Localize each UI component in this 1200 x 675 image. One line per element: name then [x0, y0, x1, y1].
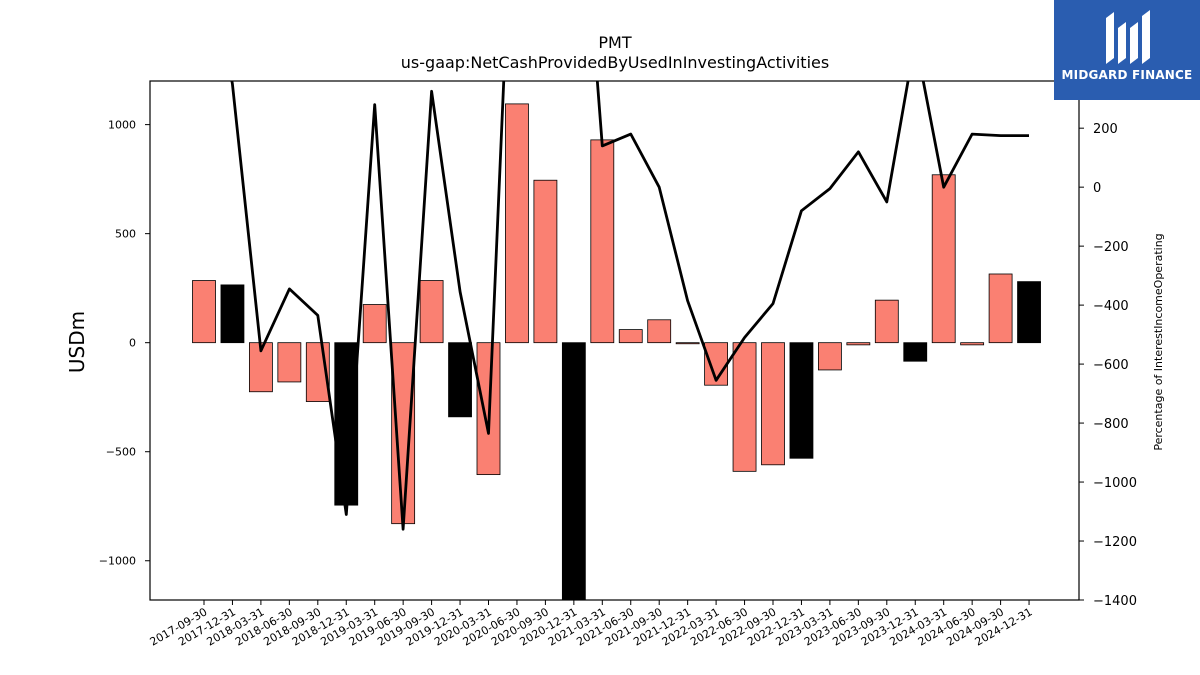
y2-tick-label: −600 — [1093, 358, 1129, 373]
bar — [874, 299, 899, 344]
bar — [334, 342, 359, 506]
y2-tick-label: −1400 — [1093, 594, 1137, 609]
bar — [732, 342, 757, 472]
bar — [618, 329, 643, 344]
bar — [561, 342, 586, 600]
bar — [903, 342, 928, 362]
bar — [590, 139, 615, 344]
y2-tick-label: 200 — [1093, 122, 1118, 137]
y-tick-label: 500 — [115, 228, 136, 241]
bar — [1017, 281, 1041, 344]
y2-tick-label: −200 — [1093, 240, 1129, 255]
bar — [220, 284, 245, 344]
y-axis-label: USDm — [65, 311, 89, 373]
bar — [931, 174, 956, 344]
bar — [419, 280, 444, 344]
y-tick-label: 0 — [129, 337, 136, 350]
y2-tick-label: −800 — [1093, 417, 1129, 432]
y2-tick-label: −400 — [1093, 299, 1129, 314]
bar — [761, 342, 785, 466]
chart-title: PMT — [598, 33, 631, 52]
bar — [277, 342, 302, 383]
brand-logo: MIDGARD FINANCE — [1054, 0, 1200, 100]
bar — [846, 342, 871, 346]
bar — [818, 342, 842, 371]
y2-tick-label: 0 — [1093, 181, 1101, 196]
y2-axis-label: Percentage of InterestIncomeOperating — [1152, 233, 1165, 450]
bar — [448, 342, 472, 418]
axes-group: −1000 −500 0 500 1000 −1400 −1200 −1000 −800 −600… — [99, 80, 1137, 649]
bar — [647, 319, 672, 344]
line-series — [230, 81, 1029, 531]
bar — [505, 103, 529, 344]
y2-tick-label: −1200 — [1093, 535, 1137, 550]
bar — [192, 280, 216, 344]
line-group — [230, 81, 1029, 531]
plot-frame — [149, 80, 1080, 601]
bar — [533, 179, 558, 344]
bar — [789, 342, 814, 459]
bar — [988, 273, 1013, 344]
bar — [675, 342, 700, 345]
y2-tick-label: −1000 — [1093, 476, 1137, 491]
bar — [960, 342, 985, 346]
y-tick-label: −1000 — [99, 555, 136, 568]
y-tick-label: −500 — [106, 446, 136, 459]
bars-group — [192, 103, 1041, 600]
logo-mark-icon — [1106, 10, 1150, 64]
y-tick-label: 1000 — [108, 119, 136, 132]
bar — [391, 342, 416, 525]
bar — [362, 304, 387, 344]
logo-text: MIDGARD FINANCE — [1061, 68, 1193, 82]
chart-subtitle: us-gaap:NetCashProvidedByUsedInInvesting… — [401, 53, 829, 72]
